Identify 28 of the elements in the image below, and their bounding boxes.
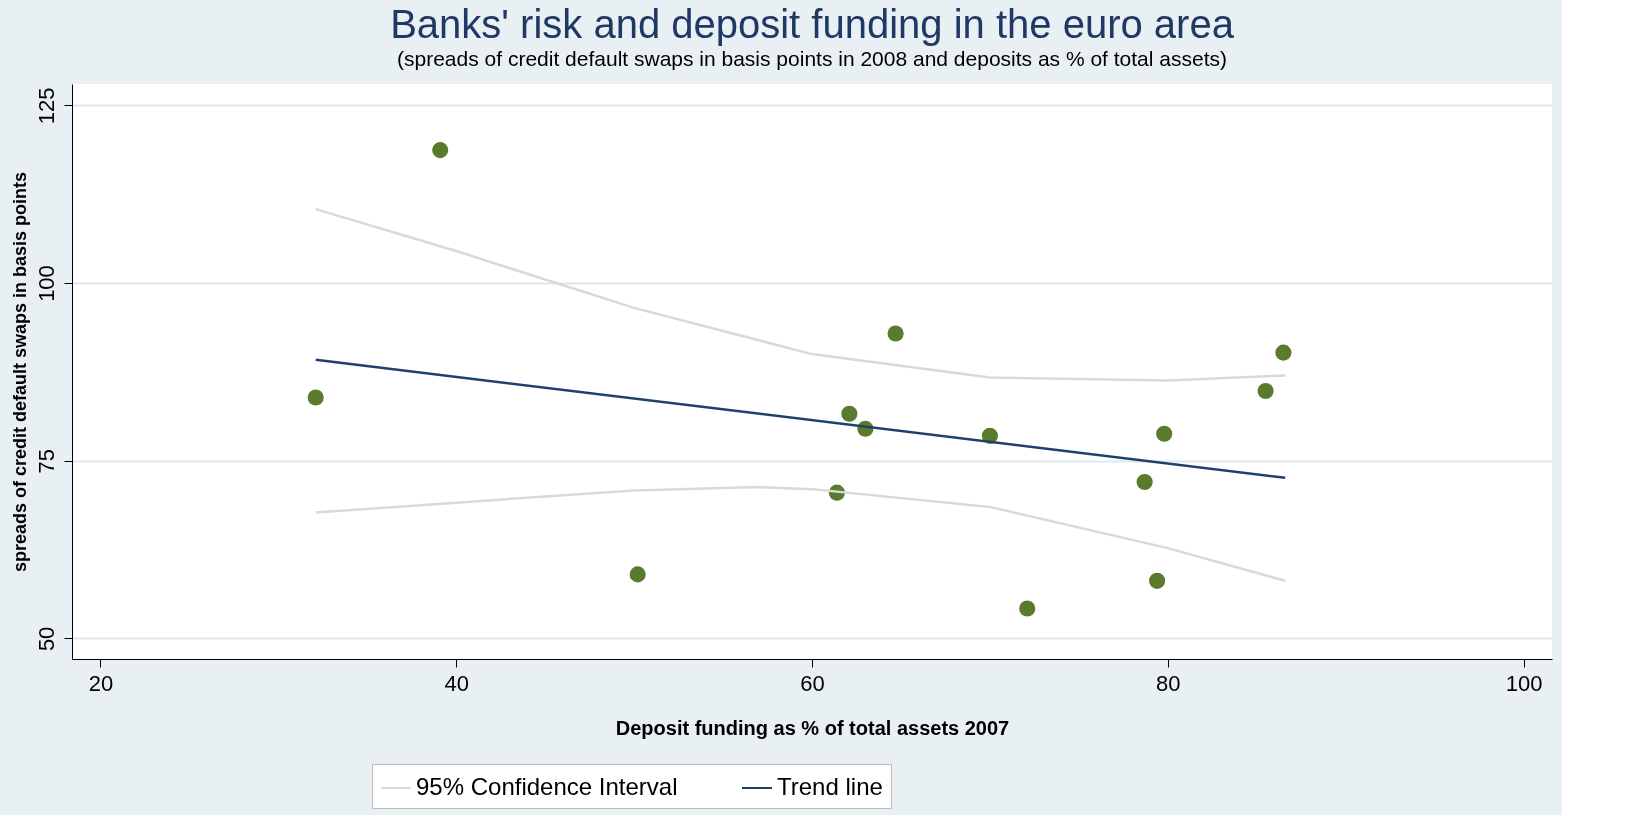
point [1156,425,1173,442]
point [1136,473,1153,491]
x-tick-label: 100 [1505,670,1543,696]
point [1019,600,1036,617]
legend-label: Trend line [777,773,883,800]
y-tick-label: 125 [33,87,59,125]
point [841,405,858,422]
point [1275,344,1292,361]
x-tick-label: 80 [1156,670,1181,696]
chart-title: Banks' risk and deposit funding in the euro area [390,2,1235,46]
point [1257,383,1274,400]
point [432,142,449,159]
x-tick-label: 60 [800,670,825,696]
x-tick-label: 20 [88,670,114,696]
point [1149,572,1166,589]
x-tick-label: 40 [444,670,469,696]
y-tick-label: 75 [33,448,59,474]
chart-subtitle: (spreads of credit default swaps in basis points in 2008 and deposits as % of total assets) [397,47,1227,70]
line-series [314,485,1287,583]
y-axis-title: spreads of credit default swaps in basis points [9,171,30,573]
line-series [314,207,1287,382]
y-tick-label: 50 [33,626,59,652]
point [887,325,904,342]
point [629,566,646,583]
y-tick-label: 100 [33,265,59,302]
point [307,389,324,406]
legend-label: 95% Confidence Interval [416,773,678,800]
x-axis-title: Deposit funding as % of total assets 2007 [615,716,1010,739]
